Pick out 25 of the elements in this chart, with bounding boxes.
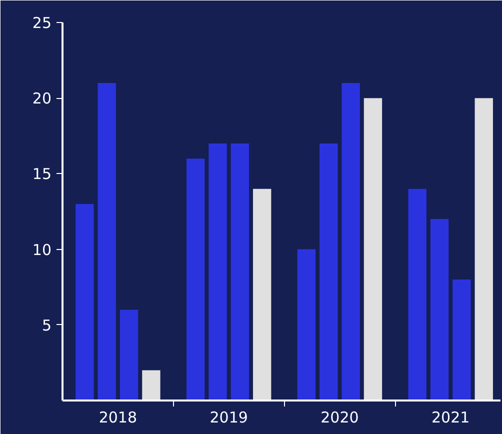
bar [186, 158, 205, 400]
y-tick-label: 20 [32, 90, 52, 108]
y-tick-label: 5 [42, 316, 52, 334]
y-tick-label: 10 [32, 240, 52, 259]
bar [430, 219, 449, 400]
x-tick-label: 2021 [432, 408, 470, 426]
bar [474, 98, 493, 400]
bar [320, 143, 338, 400]
bar [364, 98, 382, 400]
y-tick-label: 15 [32, 165, 52, 184]
bar [98, 82, 116, 400]
bar [253, 188, 272, 400]
y-tick-label: 25 [32, 14, 52, 32]
bar [230, 143, 250, 400]
bar [297, 249, 316, 400]
bar [208, 143, 227, 400]
bar [76, 204, 94, 400]
bar [120, 310, 138, 400]
x-tick-label: 2018 [98, 408, 138, 426]
bar [142, 370, 160, 400]
x-tick-label: 2020 [320, 408, 359, 426]
x-tick-label: 2019 [210, 408, 248, 426]
bar [408, 188, 426, 400]
bar [342, 82, 360, 400]
bar [452, 280, 471, 400]
